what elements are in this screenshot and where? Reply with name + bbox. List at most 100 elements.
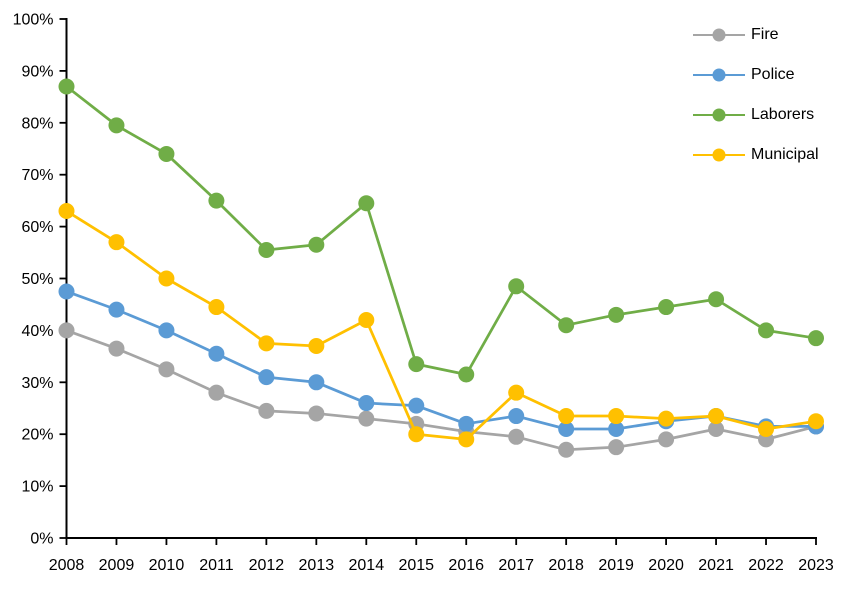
data-point-marker	[758, 421, 775, 438]
data-point-marker	[358, 410, 375, 427]
x-tick-label: 2015	[398, 557, 434, 574]
data-point-marker	[308, 374, 325, 391]
data-point-marker	[558, 408, 575, 425]
data-point-marker	[158, 145, 175, 162]
data-point-marker	[458, 366, 475, 383]
data-point-marker	[508, 278, 525, 295]
data-point-marker	[58, 283, 75, 300]
series-laborers	[58, 78, 824, 383]
data-point-marker	[358, 395, 375, 412]
legend: Fire Police Laborers Municipal	[693, 15, 819, 175]
data-point-marker	[508, 408, 525, 425]
series-line	[66, 329, 817, 452]
data-point-marker	[808, 413, 824, 430]
y-tick-label: 60%	[21, 219, 53, 236]
data-point-marker	[108, 234, 125, 251]
data-point-marker	[258, 402, 275, 419]
data-point-marker	[508, 384, 525, 401]
y-tick-label: 90%	[21, 63, 53, 80]
data-point-marker	[358, 195, 375, 212]
data-point-marker	[658, 431, 675, 448]
data-point-marker	[608, 421, 625, 438]
x-tick-label: 2017	[498, 557, 534, 574]
data-point-marker	[558, 317, 575, 334]
x-tick-label: 2012	[249, 557, 285, 574]
data-point-marker	[508, 428, 525, 445]
data-point-marker	[208, 192, 225, 209]
data-point-marker	[308, 236, 325, 253]
data-point-marker	[458, 415, 475, 432]
x-axis: 2008 2009 2010 2011 2012 2013 2014 2015 2016 2017…	[49, 537, 834, 574]
data-point-marker	[558, 441, 575, 458]
y-tick-label: 100%	[13, 12, 54, 29]
series-line	[65, 85, 817, 376]
x-tick-label: 2008	[49, 557, 85, 574]
data-point-marker	[258, 369, 275, 386]
data-point-marker	[358, 312, 375, 329]
data-point-marker	[108, 340, 125, 357]
x-tick-label: 2010	[149, 557, 185, 574]
data-point-marker	[658, 410, 675, 427]
y-tick-label: 20%	[21, 427, 53, 444]
data-point-marker	[208, 299, 225, 316]
fire-series-swatch-icon	[693, 27, 745, 43]
data-point-marker	[708, 408, 725, 425]
data-point-marker	[258, 335, 275, 352]
legend-item-police: Police	[693, 55, 819, 95]
legend-label-fire: Fire	[751, 26, 779, 43]
data-point-marker	[158, 322, 175, 339]
x-tick-label: 2014	[349, 557, 385, 574]
legend-item-municipal: Municipal	[693, 135, 819, 175]
data-point-marker	[58, 78, 75, 95]
municipal-series-swatch-icon	[693, 147, 745, 163]
laborers-series-swatch-icon	[693, 107, 745, 123]
y-tick-label: 40%	[21, 323, 53, 340]
data-point-marker	[408, 397, 425, 414]
x-tick-label: 2022	[748, 557, 784, 574]
y-tick-label: 10%	[21, 479, 53, 496]
y-tick-label: 0%	[30, 531, 53, 548]
series-municipal	[58, 203, 824, 448]
data-point-marker	[608, 439, 625, 456]
data-point-marker	[208, 345, 225, 362]
data-point-marker	[158, 361, 175, 378]
data-point-marker	[608, 306, 625, 323]
y-tick-label: 70%	[21, 167, 53, 184]
legend-label-municipal: Municipal	[751, 146, 819, 163]
data-point-marker	[108, 301, 125, 318]
data-point-marker	[558, 421, 575, 438]
x-tick-label: 2011	[199, 557, 234, 574]
data-point-marker	[808, 330, 824, 347]
data-point-marker	[58, 203, 75, 220]
x-tick-label: 2023	[798, 557, 834, 574]
y-tick-label: 80%	[21, 115, 53, 132]
data-point-marker	[658, 299, 675, 316]
legend-item-laborers: Laborers	[693, 95, 819, 135]
data-point-marker	[58, 322, 75, 339]
data-point-marker	[458, 431, 475, 448]
data-point-marker	[708, 421, 725, 438]
data-point-marker	[308, 405, 325, 422]
series-line	[65, 209, 817, 441]
y-tick-label: 50%	[21, 271, 53, 288]
data-point-marker	[108, 117, 125, 134]
data-point-marker	[408, 426, 425, 443]
data-point-marker	[258, 241, 275, 258]
x-tick-label: 2009	[99, 557, 135, 574]
data-point-marker	[208, 384, 225, 401]
series-line	[66, 290, 816, 431]
police-series-swatch-icon	[693, 67, 745, 83]
x-tick-label: 2019	[598, 557, 634, 574]
legend-label-police: Police	[751, 66, 795, 83]
data-point-marker	[708, 291, 725, 308]
data-point-marker	[758, 322, 775, 339]
y-axis: 0% 10% 20% 30% 40% 50% 60% 70% 80% 90% 100%	[13, 12, 68, 548]
x-tick-label: 2016	[448, 557, 484, 574]
x-tick-label: 2021	[698, 557, 734, 574]
data-point-marker	[408, 356, 425, 373]
data-point-marker	[308, 337, 325, 354]
x-tick-label: 2018	[548, 557, 584, 574]
data-point-marker	[608, 408, 625, 425]
